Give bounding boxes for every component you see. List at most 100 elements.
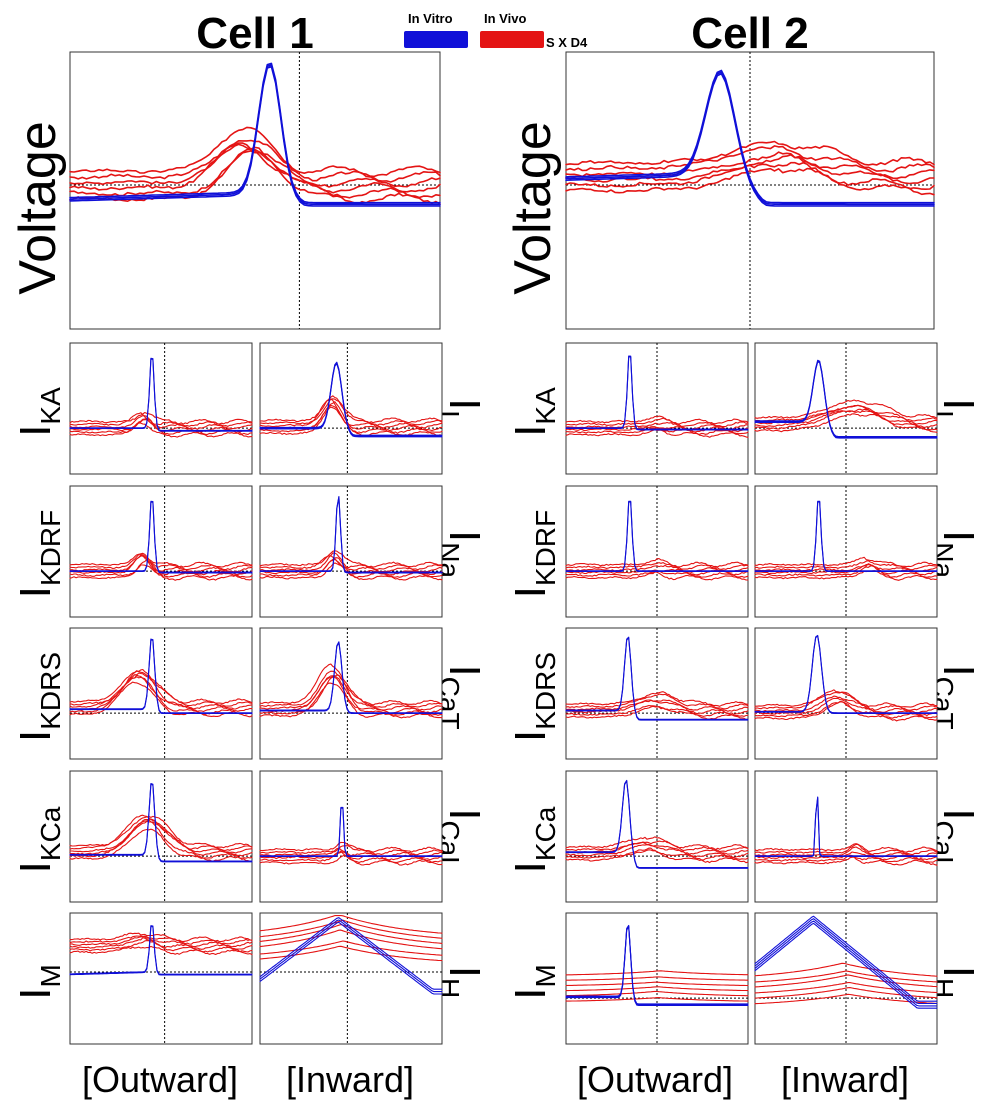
- in-vitro-trace: [754, 360, 938, 438]
- in-vivo-trace: [259, 663, 443, 706]
- in-vitro-trace: [565, 500, 749, 572]
- in-vivo-trace: [565, 167, 935, 196]
- cell-2-title: Cell 2: [691, 9, 808, 58]
- in-vivo-trace: [259, 919, 443, 939]
- in-vitro-trace: [565, 924, 749, 1005]
- panel-cell-2-ina: [754, 485, 938, 618]
- in-vivo-trace: [565, 970, 749, 976]
- in-vivo-trace: [259, 841, 443, 853]
- in-vivo-trace: [754, 843, 938, 853]
- cell-2-voltage-label: Voltage: [504, 121, 562, 295]
- in-vitro-trace: [259, 641, 443, 714]
- in-vivo-trace: [754, 689, 938, 711]
- panel-cell-1-ikca: [69, 770, 253, 903]
- panel-cell-2-ikdrs: [565, 627, 749, 760]
- in-vivo-trace: [565, 558, 749, 568]
- panel-cell-1-ika: [69, 342, 253, 475]
- in-vitro-trace: [754, 918, 938, 1005]
- in-vitro-trace: [259, 361, 443, 436]
- in-vivo-trace: [754, 993, 938, 1005]
- in-vitro-trace: [754, 915, 938, 1002]
- in-vivo-trace: [565, 981, 749, 987]
- panel-frame: [259, 627, 443, 760]
- in-vivo-trace: [69, 674, 253, 710]
- in-vivo-trace: [69, 937, 253, 950]
- in-vivo-trace: [69, 670, 253, 704]
- in-vivo-trace: [259, 915, 443, 934]
- in-vitro-trace: [259, 363, 443, 438]
- in-vivo-trace: [259, 670, 443, 708]
- in-vitro-trace: [754, 500, 938, 572]
- panel-cell-1-ikdrs: [69, 627, 253, 760]
- in-vitro-trace: [259, 917, 443, 990]
- in-vitro-trace: [69, 783, 253, 863]
- in-vitro-trace: [565, 925, 749, 1006]
- in-vivo-trace: [69, 681, 253, 718]
- in-vitro-trace: [754, 361, 938, 439]
- in-vivo-trace: [259, 550, 443, 568]
- in-vivo-trace: [754, 697, 938, 717]
- in-vivo-trace: [69, 142, 441, 194]
- in-vitro-trace: [565, 926, 749, 1007]
- legend-in-vitro-swatch: [404, 31, 468, 48]
- in-vivo-trace: [69, 415, 253, 430]
- in-vitro-trace: [259, 495, 443, 573]
- panel-cell-2-ika: [565, 342, 749, 475]
- panel-cell-2-ikdrf: [565, 485, 749, 618]
- in-vivo-trace: [565, 145, 935, 173]
- in-vivo-trace: [565, 693, 749, 710]
- in-vitro-trace: [259, 807, 443, 858]
- in-vivo-trace: [69, 818, 253, 857]
- in-vitro-trace: [259, 919, 443, 993]
- panel-frame: [259, 485, 443, 618]
- in-vivo-trace: [565, 154, 935, 185]
- in-vivo-trace: [565, 997, 749, 1002]
- panel-frame: [69, 912, 253, 1045]
- cell-1-inward-col-label: [Inward]: [286, 1059, 414, 1100]
- svg-text:IM: IM: [506, 964, 561, 1000]
- in-vivo-trace: [565, 421, 749, 430]
- label-im-2: IM: [506, 964, 561, 1000]
- label-ikca-2: IKCa: [506, 806, 561, 873]
- in-vivo-trace: [565, 840, 749, 853]
- in-vitro-trace: [565, 69, 935, 204]
- in-vitro-trace: [69, 62, 441, 204]
- in-vivo-trace: [69, 422, 253, 438]
- svg-text:IKCa: IKCa: [11, 806, 66, 873]
- in-vitro-trace: [69, 638, 253, 714]
- panel-cell-1-ih: [259, 912, 443, 1045]
- in-vivo-trace: [754, 695, 938, 714]
- in-vivo-trace: [69, 672, 253, 707]
- panel-cell-2-ikca: [565, 770, 749, 903]
- panel-cell-1-ina: [259, 485, 443, 618]
- panel-cell-2-il: [754, 342, 938, 475]
- in-vivo-trace: [69, 150, 441, 199]
- svg-text:IKA: IKA: [11, 387, 66, 437]
- in-vivo-trace: [754, 404, 938, 422]
- in-vivo-trace: [259, 558, 443, 579]
- panel-cell-2-ical: [754, 770, 938, 903]
- in-vitro-trace: [69, 925, 253, 976]
- in-vivo-trace: [69, 932, 253, 943]
- in-vivo-trace: [69, 945, 253, 956]
- in-vivo-trace: [754, 982, 938, 994]
- panel-cell-2-im: [565, 912, 749, 1045]
- in-vitro-trace: [259, 806, 443, 857]
- in-vitro-trace: [69, 782, 253, 862]
- in-vivo-trace: [754, 700, 938, 722]
- in-vivo-trace: [565, 140, 935, 166]
- in-vivo-trace: [69, 126, 441, 178]
- in-vivo-trace: [69, 554, 253, 573]
- in-vivo-trace: [565, 847, 749, 861]
- label-ikca-1: IKCa: [11, 806, 66, 873]
- in-vitro-trace: [754, 922, 938, 1009]
- panel-cell-2-voltage: [565, 51, 935, 330]
- in-vitro-trace: [565, 501, 749, 573]
- cell-1-voltage-label: Voltage: [9, 121, 67, 295]
- in-vivo-trace: [565, 990, 749, 997]
- in-vivo-trace: [259, 940, 443, 956]
- label-ikdrf-1: IKDRF: [11, 510, 66, 598]
- in-vivo-trace: [69, 553, 253, 568]
- svg-text:IKDRS: IKDRS: [506, 652, 561, 742]
